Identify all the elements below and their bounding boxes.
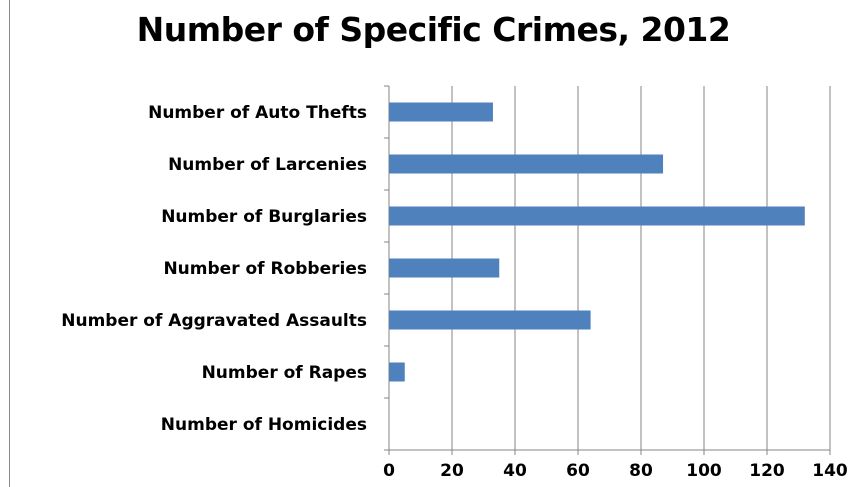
x-tick-label: 60 xyxy=(566,461,590,481)
x-tick-label: 80 xyxy=(629,461,653,481)
bar xyxy=(389,206,805,226)
category-label: Number of Homicides xyxy=(161,415,367,435)
category-label: Number of Robberies xyxy=(163,259,367,279)
category-label: Number of Auto Thefts xyxy=(148,103,367,123)
category-label: Number of Aggravated Assaults xyxy=(61,311,367,331)
bar xyxy=(389,362,405,382)
bar xyxy=(389,310,591,330)
category-label: Number of Larcenies xyxy=(168,155,367,175)
x-tick-label: 100 xyxy=(686,461,722,481)
x-tick-label: 0 xyxy=(383,461,395,481)
bar xyxy=(389,154,664,174)
category-label: Number of Rapes xyxy=(202,363,367,383)
x-tick-label: 120 xyxy=(749,461,785,481)
bar xyxy=(389,258,500,278)
x-tick-label: 140 xyxy=(812,461,848,481)
category-label: Number of Burglaries xyxy=(161,207,367,227)
bar xyxy=(389,102,493,122)
x-tick-label: 40 xyxy=(503,461,527,481)
frame-border-line xyxy=(9,0,10,487)
chart-title: Number of Specific Crimes, 2012 xyxy=(136,10,731,49)
x-tick-label: 20 xyxy=(440,461,464,481)
